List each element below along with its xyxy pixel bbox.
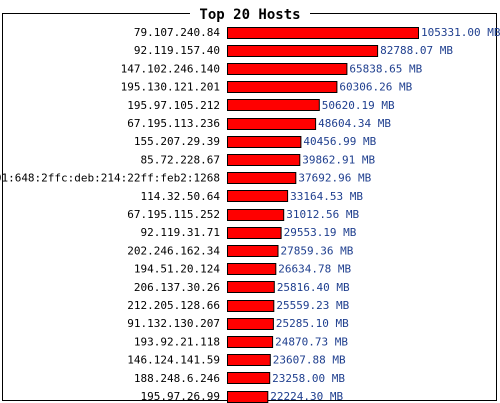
bar xyxy=(227,372,271,384)
value-label: 26634.78 MB xyxy=(278,263,351,276)
chart-title: Top 20 Hosts xyxy=(199,7,300,23)
bar xyxy=(227,245,279,257)
bar xyxy=(227,27,419,39)
bar-rows: 79.107.240.84 105331.00 MB 92.119.157.40 82… xyxy=(0,26,500,403)
bar xyxy=(227,227,282,239)
bar xyxy=(227,45,379,57)
host-label: 146.124.141.59 xyxy=(127,354,220,367)
host-label: 195.97.105.212 xyxy=(127,99,220,112)
value-label: 60306.26 MB xyxy=(339,81,412,94)
host-label: 85.72.228.67 xyxy=(141,153,220,166)
host-label: 206.137.30.26 xyxy=(134,281,220,294)
bar xyxy=(227,99,320,111)
host-label: 91.132.130.207 xyxy=(127,317,220,330)
host-label: 212.205.128.66 xyxy=(127,299,220,312)
value-label: 27859.36 MB xyxy=(281,244,354,257)
host-label: 195.97.26.99 xyxy=(141,390,220,403)
bar xyxy=(227,154,301,166)
host-label: 155.207.29.39 xyxy=(134,135,220,148)
title-background xyxy=(190,5,310,23)
bar xyxy=(227,318,274,330)
value-label: 65838.65 MB xyxy=(349,62,422,75)
value-label: 40456.99 MB xyxy=(303,135,376,148)
bar xyxy=(227,190,289,202)
value-label: 22224.30 MB xyxy=(270,390,343,403)
value-label: 25816.40 MB xyxy=(277,281,350,294)
host-label: 147.102.246.140 xyxy=(121,62,220,75)
host-label: 195.130.121.201 xyxy=(121,81,220,94)
value-label: 50620.19 MB xyxy=(322,99,395,112)
bar xyxy=(227,281,275,293)
value-label: 33164.53 MB xyxy=(290,190,363,203)
bar xyxy=(227,136,302,148)
host-label: 67.195.115.252 xyxy=(127,208,220,221)
value-label: 37692.96 MB xyxy=(298,172,371,185)
value-label: 23607.88 MB xyxy=(273,354,346,367)
host-label: 188.248.6.246 xyxy=(134,372,220,385)
host-label: 67.195.113.236 xyxy=(127,117,220,130)
host-label: 79.107.240.84 xyxy=(134,26,220,39)
value-label: 25285.10 MB xyxy=(276,317,349,330)
value-label: 31012.56 MB xyxy=(286,208,359,221)
value-label: 105331.00 MB xyxy=(421,26,500,39)
host-label: 202.246.162.34 xyxy=(127,244,220,257)
bar xyxy=(227,209,285,221)
value-label: 24870.73 MB xyxy=(275,335,348,348)
host-label: 193.92.21.118 xyxy=(134,335,220,348)
bar xyxy=(227,81,338,93)
bar xyxy=(227,172,297,184)
value-label: 25559.23 MB xyxy=(276,299,349,312)
bar xyxy=(227,391,269,403)
bar xyxy=(227,354,271,366)
host-label: 2001:648:2ffc:deb:214:22ff:feb2:1268 xyxy=(0,172,220,185)
value-label: 48604.34 MB xyxy=(318,117,391,130)
bar xyxy=(227,63,348,75)
value-label: 82788.07 MB xyxy=(380,44,453,57)
bar xyxy=(227,263,277,275)
host-label: 92.119.157.40 xyxy=(134,44,220,57)
bar xyxy=(227,118,317,130)
host-label: 114.32.50.64 xyxy=(141,190,221,203)
value-label: 39862.91 MB xyxy=(302,153,375,166)
host-label: 194.51.20.124 xyxy=(134,263,220,276)
value-label: 23258.00 MB xyxy=(272,372,345,385)
host-label: 92.119.31.71 xyxy=(141,226,220,239)
bar xyxy=(227,300,275,312)
value-label: 29553.19 MB xyxy=(284,226,357,239)
bar xyxy=(227,336,274,348)
